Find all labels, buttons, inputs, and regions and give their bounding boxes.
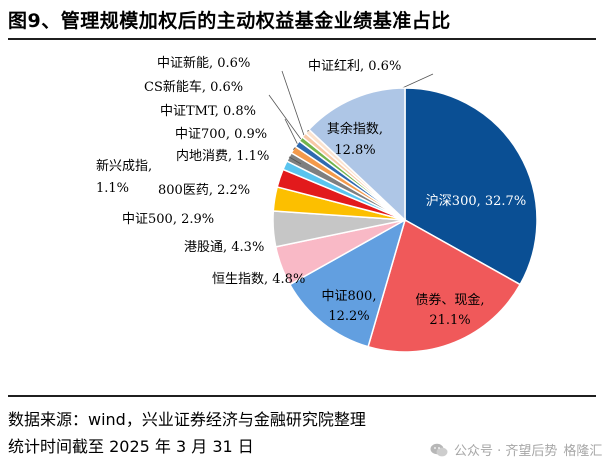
- data-label-cs-11: CS新能车, 0.6%: [144, 79, 243, 95]
- data-label--14: 其余指数, 12.8%: [327, 121, 383, 158]
- watermark-text: 公众号 · 齐望后势: [454, 444, 558, 459]
- leader-line--8: [288, 156, 302, 165]
- watermark: 公众号 · 齐望后势 格隆汇: [430, 440, 602, 459]
- data-label--12: 中证新能, 0.6%: [157, 55, 250, 71]
- pie-slice--1: [367, 218, 522, 353]
- data-label-tmt-10: 中证TMT, 0.8%: [160, 104, 256, 119]
- date-note: 统计时间截至 2025 年 3 月 31 日: [8, 437, 254, 456]
- data-label--4: 港股通, 4.3%: [184, 240, 264, 255]
- leader-line-tmt-10: [284, 118, 298, 144]
- figure-title: 图9、管理规模加权后的主动权益基金业绩基准占比: [8, 10, 451, 32]
- data-label--7: 新兴成指, 1.1%: [96, 158, 152, 196]
- data-label--1: 债券、现金, 21.1%: [415, 292, 484, 328]
- watermark-logo: 格隆汇: [563, 444, 603, 459]
- data-label-300-0: 沪深300, 32.7%: [426, 193, 526, 209]
- data-label--3: 恒生指数, 4.8%: [212, 272, 305, 287]
- leader-line-cs-11: [268, 94, 302, 140]
- pie-slice-300-0: [404, 87, 538, 286]
- data-label--13: 中证红利, 0.6%: [308, 58, 401, 74]
- pie-slice-800-2: [288, 218, 407, 348]
- data-source-note: 数据来源：wind，兴业证券经济与金融研究院整理: [8, 410, 366, 429]
- data-label--8: 内地消费, 1.1%: [176, 148, 269, 164]
- data-label-800-6: 800医药, 2.2%: [158, 183, 250, 198]
- data-label-500-5: 中证500, 2.9%: [122, 212, 214, 227]
- wechat-icon: [430, 443, 448, 456]
- pie-slice--14: [307, 87, 406, 222]
- leader-line--12: [281, 70, 305, 136]
- title-rule: [8, 38, 596, 40]
- source-rule: [8, 395, 596, 397]
- data-label-800-2: 中证800, 12.2%: [322, 289, 377, 324]
- data-label-700-9: 中证700, 0.9%: [175, 127, 267, 142]
- pie-chart: 沪深300, 32.7% 债券、现金, 21.1% 中证800, 12.2% 恒生指数, …: [96, 55, 538, 353]
